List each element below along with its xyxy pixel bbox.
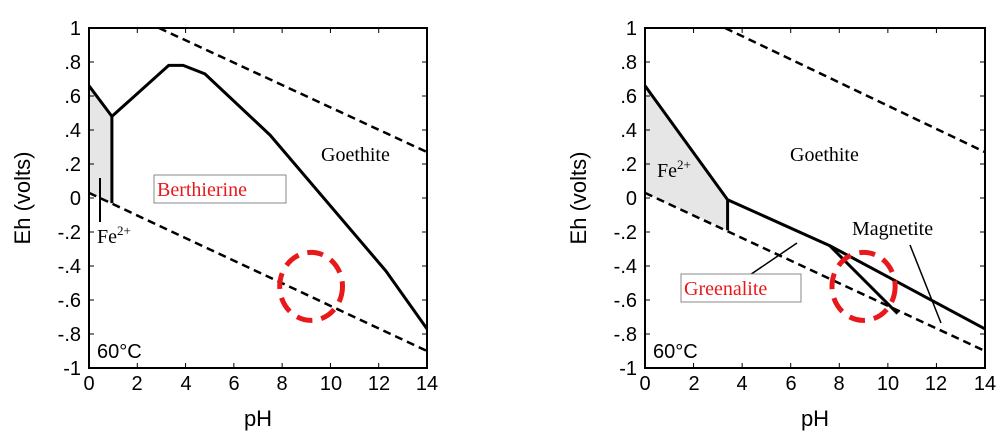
mineral-label: Berthierine xyxy=(157,179,247,201)
x-tick-label: 0 xyxy=(83,373,94,395)
shaded-region xyxy=(645,85,728,231)
highlight-circle xyxy=(277,249,346,323)
fe2-label: Fe2+ xyxy=(657,157,691,182)
x-tick-label: 14 xyxy=(974,373,996,395)
y-tick-label: -.2 xyxy=(58,222,81,244)
x-axis-label: pH xyxy=(801,406,829,431)
fe2-label: Fe2+ xyxy=(97,223,131,248)
y-tick-labels: 1 .8 .6 .4 .2 0 -.2 -.4 -.6 -.8 -1 xyxy=(58,18,81,380)
x-tick-label: 4 xyxy=(180,373,191,395)
axis-ticks xyxy=(88,27,428,369)
mineral-label: Greenalite xyxy=(684,278,767,300)
y-tick-label: -.8 xyxy=(58,324,81,346)
phase-boundary-lines xyxy=(87,63,429,330)
y-tick-label: .8 xyxy=(64,52,81,74)
y-tick-labels: 1 .8 .6 .4 .2 0 -.2 -.4 -.6 -.8 -1 xyxy=(614,18,637,380)
y-tick-label: -.2 xyxy=(614,222,637,244)
y-tick-label: 1 xyxy=(70,18,81,40)
phase-boundary-line xyxy=(643,84,986,331)
x-tick-label: 8 xyxy=(833,373,844,395)
y-tick-label: 0 xyxy=(70,188,81,210)
x-tick-label: 8 xyxy=(276,373,287,395)
x-tick-label: 14 xyxy=(416,373,438,395)
x-tick-label: 12 xyxy=(368,373,390,395)
x-tick-label: 6 xyxy=(785,373,796,395)
temperature-label: 60°C xyxy=(97,341,142,363)
right-panel: 1 .8 .6 .4 .2 0 -.2 -.4 -.6 -.8 -1 0 2 4… xyxy=(566,18,996,431)
y-tick-label: -.4 xyxy=(58,256,81,278)
goethite-label: Goethite xyxy=(321,144,390,166)
fe-superscript: 2+ xyxy=(677,157,691,172)
temperature-label: 60°C xyxy=(653,341,698,363)
x-tick-label: 6 xyxy=(228,373,239,395)
y-tick-label: .2 xyxy=(620,154,637,176)
magnetite-label: Magnetite xyxy=(852,218,933,240)
y-tick-label: -.6 xyxy=(58,290,81,312)
y-tick-label: -1 xyxy=(63,358,81,380)
x-tick-labels: 0 2 4 6 8 10 12 14 xyxy=(83,373,438,395)
y-tick-label: 0 xyxy=(626,188,637,210)
goethite-label: Goethite xyxy=(790,144,859,166)
y-tick-label: .8 xyxy=(620,52,637,74)
y-tick-label: -.8 xyxy=(614,324,637,346)
x-tick-label: 10 xyxy=(320,373,342,395)
y-axis-label: Eh (volts) xyxy=(10,152,35,245)
x-axis-label: pH xyxy=(244,406,272,431)
x-tick-label: 2 xyxy=(131,373,142,395)
phase-boundary-line xyxy=(828,244,899,315)
x-tick-label: 0 xyxy=(639,373,650,395)
x-tick-label: 4 xyxy=(736,373,747,395)
fe2-shaded-region xyxy=(89,85,112,204)
mineral-label-box xyxy=(153,174,287,204)
water-stability-dashed-lines xyxy=(644,26,986,353)
fe-text: Fe xyxy=(97,226,117,248)
y-tick-label: .6 xyxy=(620,86,637,108)
x-tick-label: 10 xyxy=(877,373,899,395)
shaded-region xyxy=(89,85,112,204)
left-panel: 1 .8 .6 .4 .2 0 -.2 -.4 -.6 -.8 -1 0 2 4… xyxy=(10,18,438,431)
y-tick-label: 1 xyxy=(626,18,637,40)
mineral-label-box xyxy=(680,273,802,303)
y-tick-label: .4 xyxy=(620,120,637,142)
y-tick-label: .2 xyxy=(64,154,81,176)
y-tick-label: -1 xyxy=(619,358,637,380)
x-tick-labels: 0 2 4 6 8 10 12 14 xyxy=(639,373,996,395)
fe-text: Fe xyxy=(657,160,677,182)
y-tick-label: -.4 xyxy=(614,256,637,278)
dashed-boundary-line xyxy=(158,26,428,154)
phase-boundary-lines xyxy=(643,84,986,331)
x-tick-label: 2 xyxy=(688,373,699,395)
dashed-boundary-line xyxy=(644,191,986,353)
y-tick-label: .6 xyxy=(64,86,81,108)
phase-boundary-line xyxy=(87,63,429,330)
dashed-boundary-line xyxy=(724,26,986,154)
fe2-shaded-region xyxy=(645,85,728,231)
x-tick-label: 12 xyxy=(925,373,947,395)
fe-superscript: 2+ xyxy=(117,223,131,238)
axis-ticks xyxy=(644,27,986,369)
dashed-boundary-line xyxy=(88,191,428,353)
water-stability-dashed-lines xyxy=(88,26,428,353)
y-tick-label: -.6 xyxy=(614,290,637,312)
y-axis-label: Eh (volts) xyxy=(566,152,591,245)
highlight-circle xyxy=(829,249,898,323)
magnetite-pointer-line xyxy=(909,244,942,324)
y-tick-label: .4 xyxy=(64,120,81,142)
